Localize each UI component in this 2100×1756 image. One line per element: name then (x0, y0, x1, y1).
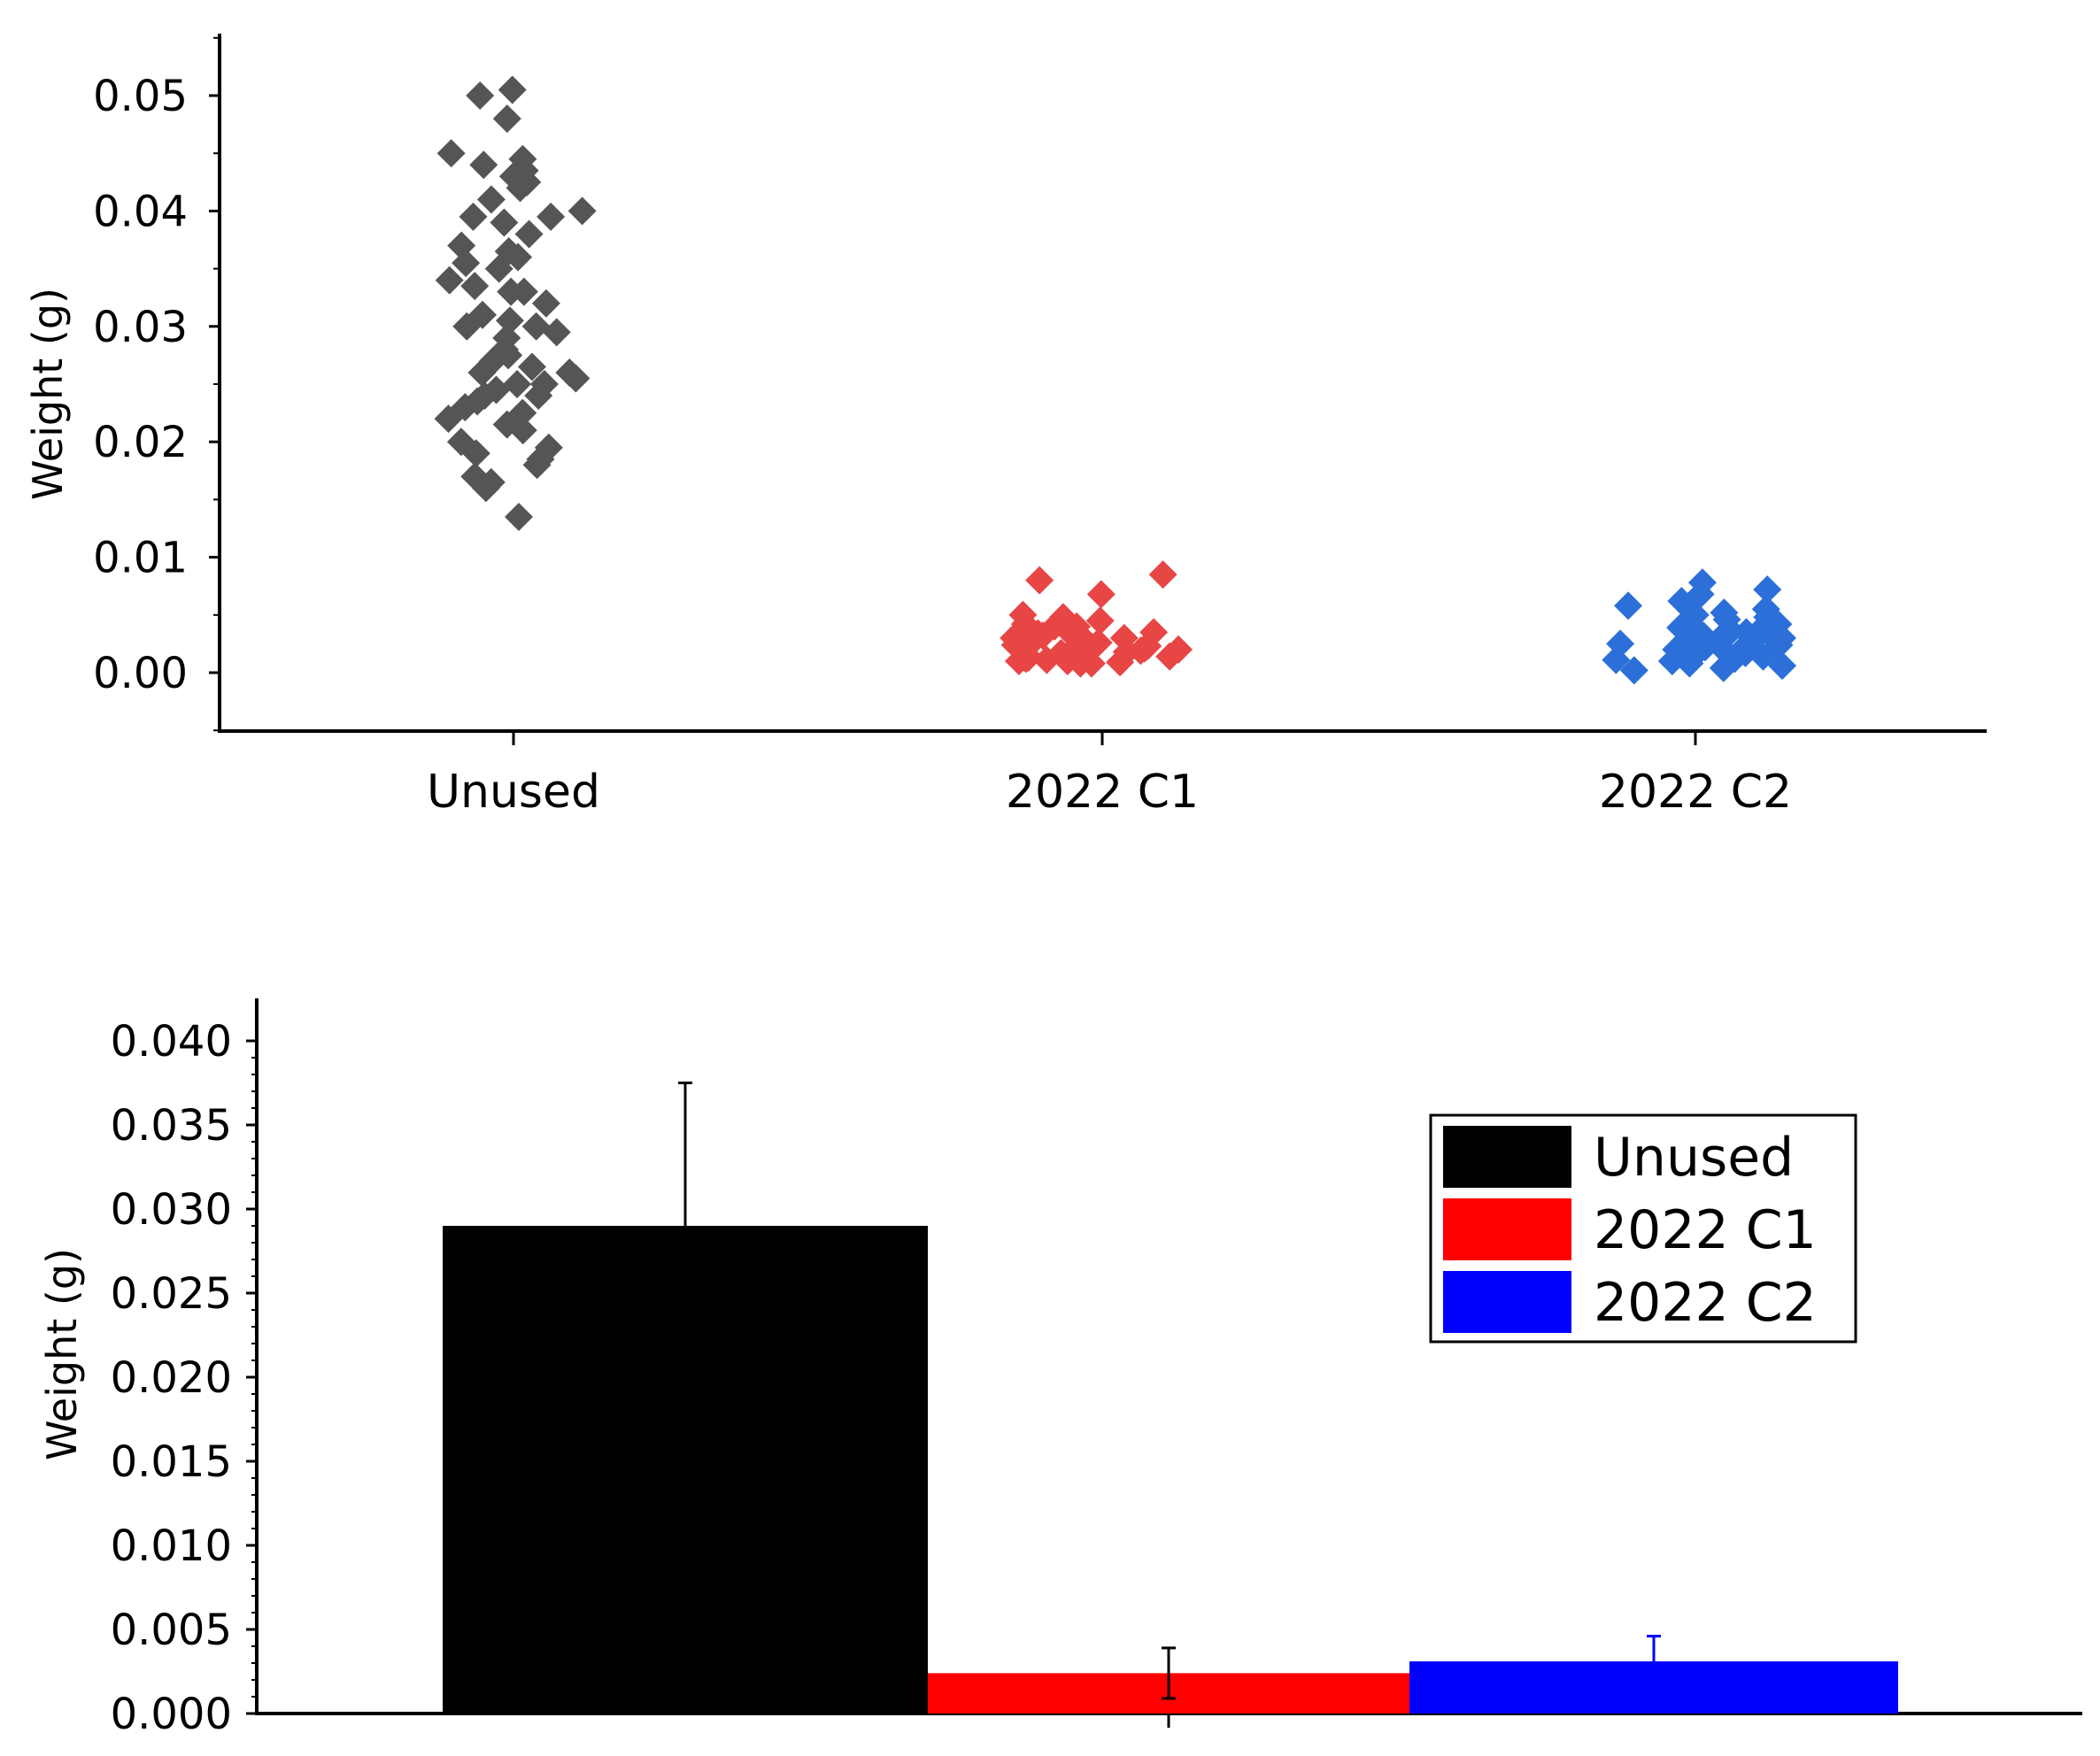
scatter-point (452, 249, 481, 278)
scatter-point (1085, 606, 1115, 635)
scatter-point (567, 196, 597, 226)
category-label: Unused (427, 766, 600, 819)
legend-items: Unused 2022 C1 2022 C2 (1443, 1126, 1817, 1334)
scatter-point (505, 502, 534, 531)
legend-label: 2022 C2 (1594, 1272, 1817, 1334)
bar-y-axis-label: Weight (g) (38, 1248, 86, 1460)
scatter-point (504, 243, 533, 272)
scatter-point (1768, 651, 1797, 681)
scatter-point (484, 254, 513, 283)
scatter-point (1753, 575, 1782, 605)
bar (443, 1226, 928, 1714)
scatter-point (492, 104, 521, 134)
scatter-point (461, 439, 490, 468)
bar-y-tick-label: 0.010 (111, 1521, 232, 1571)
scatter-point (1619, 656, 1648, 685)
bar-y-tick-label: 0.005 (111, 1606, 232, 1655)
legend-swatch (1443, 1198, 1571, 1260)
bar-y-tick-label: 0.035 (111, 1101, 232, 1151)
scatter-point (522, 451, 552, 480)
scatter-point (1657, 646, 1687, 675)
scatter-y-tick-label: 0.05 (93, 72, 188, 121)
scatter-point (434, 404, 463, 434)
scatter-point (466, 81, 495, 110)
bar-y-tick-label: 0.030 (111, 1185, 232, 1235)
scatter-y-tick-label: 0.03 (93, 303, 188, 352)
category-label: 2022 C1 (1006, 766, 1199, 819)
scatter-point (467, 358, 497, 387)
legend: Unused 2022 C1 2022 C2 (1429, 1113, 1857, 1344)
scatter-point (524, 381, 553, 411)
scatter-point (459, 202, 488, 231)
scatter-point (490, 208, 519, 237)
scatter-point (509, 277, 538, 306)
scatter-point (1086, 580, 1116, 609)
scatter-point (1032, 645, 1062, 674)
scatter-point (1066, 649, 1095, 678)
bar (1409, 1661, 1898, 1714)
scatter-point (514, 220, 544, 249)
bar-chart: 0.000 0.005 0.010 0.015 0.020 0.025 0.030 0.035… (38, 998, 2082, 1739)
scatter-point (1106, 648, 1135, 677)
scatter-y-axis-label: Weight (g) (24, 288, 72, 500)
scatter-point (542, 318, 571, 347)
scatter-point (498, 75, 527, 104)
scatter-point (517, 352, 546, 381)
scatter-point (531, 289, 560, 318)
scatter-points (434, 75, 1797, 685)
scatter-point (1749, 642, 1778, 671)
scatter-point (476, 185, 506, 214)
bar-y-tick-label: 0.025 (111, 1269, 232, 1319)
bar-y-tick-label: 0.015 (111, 1437, 232, 1487)
error-bar (1647, 1635, 1661, 1662)
legend-label: 2022 C1 (1594, 1199, 1817, 1261)
scatter-point (436, 139, 466, 168)
scatter-point (506, 173, 535, 203)
scatter-point (1675, 649, 1704, 678)
category-label: 2022 C2 (1599, 766, 1792, 819)
bar-y-tick-label: 0.040 (111, 1017, 232, 1067)
scatter-point (503, 370, 532, 398)
scatter-point (521, 312, 551, 341)
legend-swatch (1443, 1126, 1571, 1188)
scatter-y-tick-label: 0.02 (93, 418, 188, 467)
scatter-chart: 0.00 0.01 0.02 0.03 0.04 0.05 Unused 2022 C1 20… (24, 34, 1987, 819)
legend-swatch (1443, 1271, 1571, 1333)
scatter-point (1025, 566, 1054, 595)
bar-y-ticks: 0.000 0.005 0.010 0.015 0.020 0.025 0.030 0.035… (111, 1017, 257, 1739)
scatter-point (537, 202, 566, 231)
scatter-point (471, 474, 500, 503)
scatter-point (1709, 653, 1738, 682)
scatter-y-tick-label: 0.01 (93, 534, 188, 583)
scatter-point (452, 312, 482, 341)
error-bar (1162, 1646, 1176, 1700)
scatter-point (469, 150, 498, 180)
scatter-point (1602, 645, 1631, 674)
bar-y-tick-label: 0.000 (111, 1690, 232, 1739)
scatter-point (1004, 646, 1033, 675)
bar-y-tick-label: 0.020 (111, 1353, 232, 1403)
scatter-point (561, 364, 591, 393)
error-bar (678, 1082, 692, 1226)
scatter-x-ticks: Unused 2022 C1 2022 C2 (427, 731, 1792, 819)
scatter-point (435, 266, 464, 295)
scatter-point (460, 272, 490, 301)
scatter-y-ticks: 0.00 0.01 0.02 0.03 0.04 0.05 (93, 36, 220, 732)
scatter-point (508, 416, 537, 445)
bars (443, 1082, 1898, 1714)
legend-label: Unused (1594, 1127, 1794, 1189)
scatter-y-tick-label: 0.00 (93, 649, 188, 698)
scatter-point (1148, 560, 1177, 589)
scatter-point (1614, 591, 1643, 620)
scatter-y-tick-label: 0.04 (93, 187, 188, 236)
scatter-point (1155, 642, 1185, 671)
